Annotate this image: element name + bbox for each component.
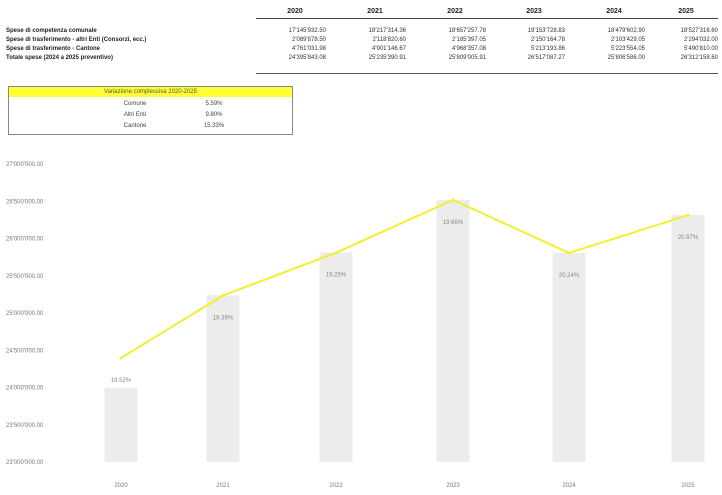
year-header: 2020 xyxy=(287,8,303,15)
table-bottom-rule xyxy=(256,73,718,74)
table-cell: 19'153'728.83 xyxy=(527,28,565,34)
variation-label: Cantone xyxy=(123,123,147,129)
total-line xyxy=(120,198,689,359)
table-row: Spese di competenza comunale 17'145'932.… xyxy=(6,27,718,36)
table-cell: 25'806'586.00 xyxy=(607,55,645,61)
table-cell: 2'185'397.05 xyxy=(452,37,486,43)
bar-data-label: 19.25% xyxy=(326,273,347,279)
y-tick-label: 24'500'000.00 xyxy=(6,348,44,354)
x-tick-label: 2023 xyxy=(446,483,460,489)
total-line-point xyxy=(119,356,123,360)
x-tick-label: 2024 xyxy=(562,483,576,489)
year-header: 2022 xyxy=(447,8,463,15)
table-cell: 26'517'087.27 xyxy=(527,55,565,61)
bar-segment xyxy=(104,387,138,462)
table-cell: 18'527'316.60 xyxy=(680,28,718,34)
variation-row: Cantone 15.33% xyxy=(9,121,292,131)
y-tick-label: 25'500'000.00 xyxy=(6,274,44,280)
table-cell: 2'103'429.05 xyxy=(611,37,645,43)
total-line-point xyxy=(451,198,455,202)
total-line-point xyxy=(334,251,338,255)
variation-label: Altri Enti xyxy=(123,112,147,118)
table-cell: 2'089'878.50 xyxy=(292,37,326,43)
year-header: 2024 xyxy=(606,8,622,15)
table-row: Spese di trasferimento - Cantone 4'761'0… xyxy=(6,45,718,54)
table-cell: 2'150'164.78 xyxy=(531,37,565,43)
table-row: Spese di trasferimento - altri Enti (Con… xyxy=(6,36,718,45)
year-header: 2023 xyxy=(526,8,542,15)
bar-segment xyxy=(671,215,705,462)
row-label: Spese di competenza comunale xyxy=(6,28,97,34)
bar-data-label: 19.52% xyxy=(111,378,132,384)
table-cell: 25'235'390.91 xyxy=(368,55,406,61)
table-header-rule xyxy=(256,18,718,19)
table-cell: 5'223'554.05 xyxy=(611,46,645,52)
variation-value: 9.80% xyxy=(205,112,223,118)
row-label: Spese di trasferimento - altri Enti (Con… xyxy=(6,37,147,43)
variation-row: Comune 5.59% xyxy=(9,99,292,109)
table-cell: 5'490'810.00 xyxy=(684,46,718,52)
total-line-point xyxy=(567,251,571,255)
bar-data-label: 20.87% xyxy=(678,235,699,241)
row-label: Totale spese (2024 a 2025 preventivo) xyxy=(6,55,113,61)
table-cell: 4'968'357.08 xyxy=(452,46,486,52)
bar-data-label: 19.66% xyxy=(443,220,464,226)
y-tick-label: 27'000'000.00 xyxy=(6,162,44,168)
table-cell: 26'312'158.60 xyxy=(680,55,718,61)
y-tick-label: 26'000'000.00 xyxy=(6,237,44,243)
bar-data-label: 20.24% xyxy=(559,273,580,279)
table-cell: 2'294'032.00 xyxy=(684,37,718,43)
year-header: 2025 xyxy=(678,8,694,15)
bar-segment xyxy=(436,199,470,462)
variation-value: 5.59% xyxy=(205,101,223,107)
table-cell: 17'145'932.50 xyxy=(288,28,326,34)
variation-box: Variazione complessiva 2020-2025 Comune … xyxy=(8,86,293,135)
x-tick-label: 2022 xyxy=(329,483,343,489)
table-cell: 5'213'193.86 xyxy=(531,46,565,52)
table-cell: 18'657'257.78 xyxy=(448,28,486,34)
variation-label: Comune xyxy=(123,101,147,107)
variation-title: Variazione complessiva 2020-2025 xyxy=(9,87,292,97)
table-cell: 24'395'843.08 xyxy=(288,55,326,61)
x-tick-label: 2021 xyxy=(216,483,230,489)
bar-data-label: 19.39% xyxy=(213,315,234,321)
y-tick-label: 24'000'000.00 xyxy=(6,386,44,392)
x-tick-label: 2020 xyxy=(114,483,128,489)
row-label: Spese di trasferimento - Cantone xyxy=(6,46,101,52)
bar-segment xyxy=(552,252,586,462)
variation-value: 15.33% xyxy=(203,123,225,129)
total-line-point xyxy=(221,293,225,297)
y-tick-label: 23'500'000.00 xyxy=(6,423,44,429)
x-tick-label: 2025 xyxy=(681,483,695,489)
y-tick-label: 26'500'000.00 xyxy=(6,199,44,205)
bar-segment xyxy=(206,295,240,462)
table-cell: 4'901'146.67 xyxy=(372,46,406,52)
total-line-point xyxy=(686,213,690,217)
table-cell: 18'479'602.90 xyxy=(607,28,645,34)
table-cell: 18'217'314.36 xyxy=(368,28,406,34)
y-tick-label: 23'000'000.00 xyxy=(6,460,44,466)
table-header: 2020 2021 2022 2023 2024 2025 xyxy=(6,6,718,18)
table-cell: 4'761'031.98 xyxy=(292,46,326,52)
table-row: Totale spese (2024 a 2025 preventivo) 24… xyxy=(6,54,718,63)
y-tick-label: 25'000'000.00 xyxy=(6,311,44,317)
bar-segment xyxy=(319,252,353,462)
table-cell: 25'809'005.91 xyxy=(448,55,486,61)
year-header: 2021 xyxy=(367,8,383,15)
table-cell: 2'118'820.60 xyxy=(372,37,406,43)
variation-row: Altri Enti 9.80% xyxy=(9,110,292,120)
